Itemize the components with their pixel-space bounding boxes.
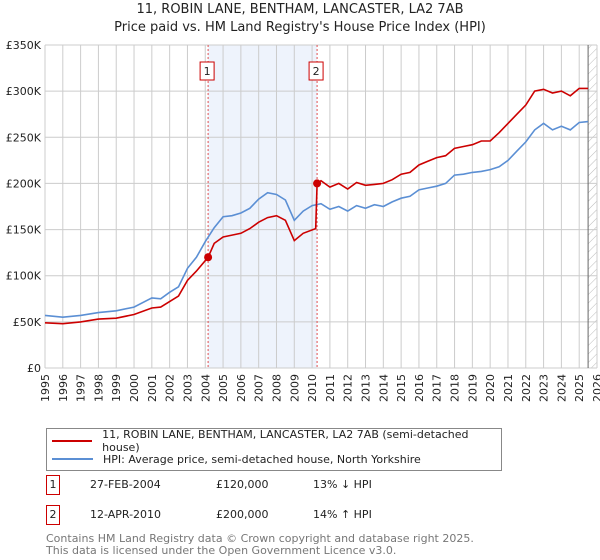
chart-title: 11, ROBIN LANE, BENTHAM, LANCASTER, LA2 …	[136, 2, 464, 17]
legend-item-property: 11, ROBIN LANE, BENTHAM, LANCASTER, LA2 …	[52, 428, 501, 454]
transaction-marker: 2	[46, 505, 60, 525]
transaction-date: 12-APR-2010	[90, 508, 162, 521]
x-tick-label: 1998	[92, 374, 105, 402]
sale-label: 1	[204, 65, 211, 78]
legend-swatch-red	[52, 440, 93, 442]
sale-period-shading	[208, 45, 318, 368]
x-tick-label: 2010	[306, 374, 319, 402]
x-tick-label: 2004	[199, 374, 212, 402]
x-tick-label: 1999	[110, 374, 123, 402]
x-tick-label: 2008	[270, 374, 283, 402]
y-tick-label: £200K	[6, 177, 42, 190]
sale-label-box	[199, 61, 215, 81]
legend-item-hpi: HPI: Average price, semi-detached house,…	[52, 451, 421, 467]
y-tick-label: £250K	[6, 131, 42, 144]
y-tick-label: £0	[27, 362, 41, 375]
x-tick-label: 2025	[573, 374, 586, 402]
legend: 11, ROBIN LANE, BENTHAM, LANCASTER, LA2 …	[46, 428, 502, 471]
x-tick-label: 2002	[164, 374, 177, 402]
legend-swatch-blue	[52, 458, 93, 460]
y-tick-label: £50K	[13, 316, 42, 329]
y-tick-label: £100K	[6, 270, 42, 283]
x-tick-label: 2003	[181, 374, 194, 402]
sale-point	[313, 179, 322, 188]
x-tick-label: 2007	[253, 374, 266, 402]
x-tick-label: 2001	[146, 374, 159, 402]
transaction-price: £200,000	[216, 508, 269, 521]
x-tick-label: 2013	[360, 374, 373, 402]
transaction-marker: 1	[46, 475, 60, 495]
legend-label: HPI: Average price, semi-detached house,…	[103, 452, 421, 466]
x-tick-label: 2012	[342, 374, 355, 402]
price-chart: 1995 1996 1997 1998 1999 2000 2001 2002 2003 2004…	[6, 39, 600, 402]
transaction-date: 27-FEB-2004	[90, 478, 161, 491]
x-tick-label: 2000	[128, 374, 141, 402]
footer-licence: This data is licensed under the Open Gov…	[46, 544, 397, 557]
x-tick-label: 1997	[75, 374, 88, 402]
sale-point	[204, 253, 213, 262]
x-tick-label: 2020	[484, 374, 497, 402]
sale-label: 2	[313, 65, 320, 78]
legend-label: 11, ROBIN LANE, BENTHAM, LANCASTER, LA2 …	[102, 428, 469, 454]
y-tick-label: £300K	[6, 85, 42, 98]
y-tick-label: £150K	[6, 224, 42, 237]
x-tick-label: 2015	[395, 374, 408, 402]
x-tick-label: 2016	[413, 374, 426, 402]
x-tick-label: 2011	[324, 374, 337, 402]
x-tick-label: 2018	[449, 374, 462, 402]
x-tick-label: 1996	[57, 374, 70, 402]
sale-label-box	[308, 61, 324, 81]
x-tick-label: 2009	[288, 374, 301, 402]
forecast-hatch	[588, 45, 597, 368]
x-tick-label: 2005	[217, 374, 230, 402]
transaction-price: £120,000	[216, 478, 269, 491]
x-tick-label: 2021	[502, 374, 515, 402]
x-tick-label: 1995	[39, 374, 52, 402]
footer-copyright: Contains HM Land Registry data © Crown c…	[46, 532, 474, 545]
x-tick-label: 2024	[555, 374, 568, 402]
x-tick-label: 2026	[591, 374, 600, 402]
chart-subtitle: Price paid vs. HM Land Registry's House …	[114, 20, 486, 35]
series-line	[44, 87, 589, 325]
transaction-hpi: 13% ↓ HPI	[313, 478, 372, 491]
x-tick-label: 2014	[377, 374, 390, 402]
x-tick-label: 2006	[235, 374, 248, 402]
y-tick-label: £350K	[6, 39, 42, 52]
transaction-hpi: 14% ↑ HPI	[313, 508, 372, 521]
series-line	[44, 120, 589, 319]
x-tick-label: 2022	[520, 374, 533, 402]
x-tick-label: 2019	[466, 374, 479, 402]
x-tick-label: 2017	[431, 374, 444, 402]
x-tick-label: 2023	[538, 374, 551, 402]
